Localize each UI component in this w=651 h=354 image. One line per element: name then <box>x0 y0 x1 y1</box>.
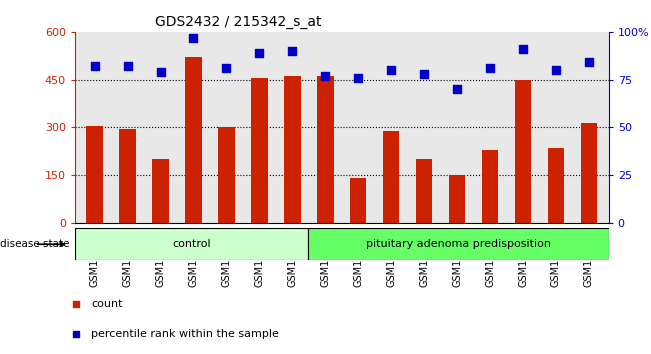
Point <box>221 65 232 71</box>
Point <box>156 69 166 75</box>
Point <box>320 73 331 79</box>
Bar <box>515 80 531 223</box>
Bar <box>482 150 498 223</box>
Bar <box>186 57 202 223</box>
Point <box>419 71 430 77</box>
Bar <box>449 175 465 223</box>
Point <box>584 59 594 65</box>
Text: disease state: disease state <box>0 239 70 249</box>
Text: percentile rank within the sample: percentile rank within the sample <box>91 329 279 339</box>
Bar <box>416 159 432 223</box>
Point <box>122 63 133 69</box>
Bar <box>284 76 301 223</box>
Bar <box>251 78 268 223</box>
Point <box>89 63 100 69</box>
Bar <box>350 178 367 223</box>
Bar <box>152 159 169 223</box>
Point <box>452 86 462 92</box>
Bar <box>87 126 103 223</box>
Point <box>188 35 199 40</box>
Point <box>386 67 396 73</box>
Bar <box>383 131 400 223</box>
Bar <box>317 76 333 223</box>
Point <box>551 67 561 73</box>
Text: GDS2432 / 215342_s_at: GDS2432 / 215342_s_at <box>155 16 322 29</box>
Text: count: count <box>91 299 123 309</box>
Bar <box>119 129 136 223</box>
Bar <box>547 148 564 223</box>
Text: pituitary adenoma predisposition: pituitary adenoma predisposition <box>366 239 551 249</box>
Point <box>518 46 528 52</box>
Bar <box>75 228 309 260</box>
Bar <box>581 123 597 223</box>
Point <box>353 75 363 81</box>
Text: control: control <box>173 239 211 249</box>
Bar <box>309 228 609 260</box>
Point <box>287 48 298 54</box>
Point <box>485 65 495 71</box>
Point <box>254 50 264 56</box>
Bar <box>218 127 234 223</box>
